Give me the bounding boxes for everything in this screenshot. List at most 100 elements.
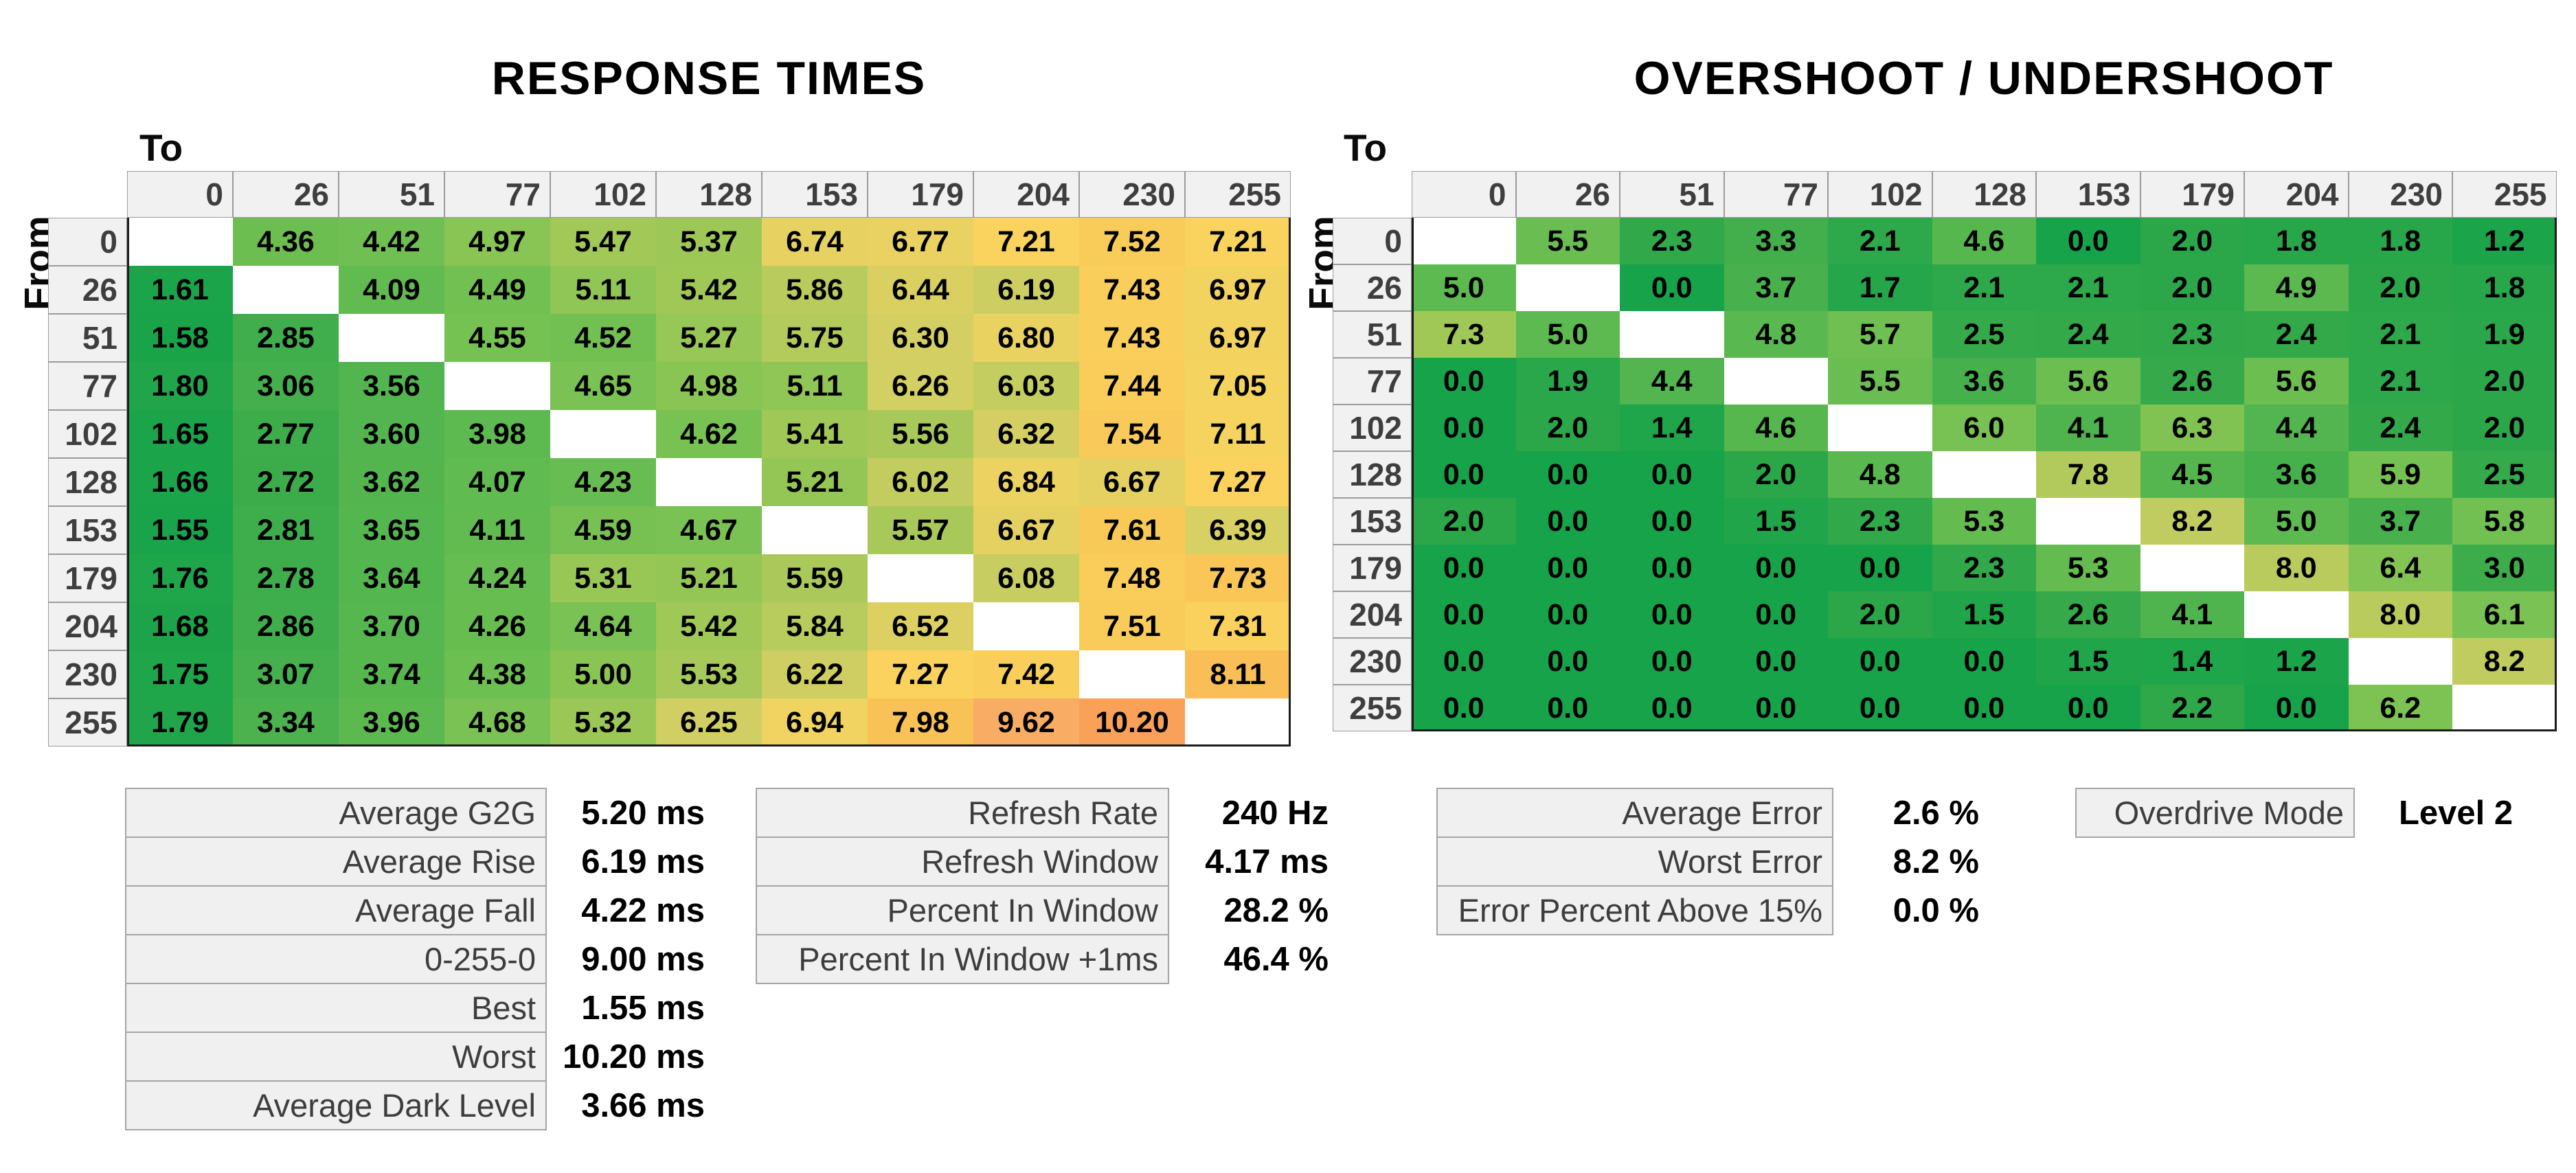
response-to-axis-label: To xyxy=(139,126,183,169)
heatmap-cell: 1.65 xyxy=(127,410,233,458)
heatmap-cell: 6.97 xyxy=(1185,266,1291,314)
heatmap-cell: 1.9 xyxy=(1515,358,1620,405)
heatmap-cell: 5.86 xyxy=(762,266,868,314)
stat-row: Percent In Window +1ms 46.4 % xyxy=(756,934,1329,984)
heatmap-cell: 0.0 xyxy=(1515,591,1620,638)
heatmap-cell: 3.98 xyxy=(444,410,550,458)
heatmap-cell: 3.74 xyxy=(339,650,444,698)
heatmap-cell: 4.23 xyxy=(550,458,656,506)
heatmap-cell: 2.0 xyxy=(1828,591,1932,638)
heatmap-cell: 4.36 xyxy=(233,218,339,266)
heatmap-cell: 2.5 xyxy=(2452,451,2557,498)
stat-row: Average Rise 6.19 ms xyxy=(125,836,705,887)
col-header: 255 xyxy=(1185,171,1291,218)
heatmap-cell: 4.52 xyxy=(550,314,656,362)
heatmap-cell: 2.4 xyxy=(2244,311,2349,358)
heatmap-cell: 6.30 xyxy=(868,314,973,362)
heatmap-cell: 0.0 xyxy=(1412,451,1516,498)
col-header: 230 xyxy=(2348,171,2452,218)
heatmap-cell: 5.42 xyxy=(656,266,762,314)
heatmap-cell: 3.70 xyxy=(339,602,444,650)
col-header: 77 xyxy=(444,171,550,218)
stat-value: 1.55 ms xyxy=(581,989,705,1027)
stat-value: 0.0 % xyxy=(1893,891,1979,929)
heatmap-cell: 5.6 xyxy=(2036,358,2140,405)
heatmap-cell: 4.49 xyxy=(444,266,550,314)
heatmap-cell: 1.5 xyxy=(1724,498,1828,545)
row-header: 179 xyxy=(1333,545,1412,591)
heatmap-cell: 6.08 xyxy=(973,554,1079,602)
heatmap-cell: 7.21 xyxy=(973,218,1079,266)
overshoot-title: OVERSHOOT / UNDERSHOOT xyxy=(1634,52,2334,104)
heatmap-cell: 2.1 xyxy=(1932,264,2036,311)
heatmap-cell: 7.43 xyxy=(1079,314,1185,362)
heatmap-cell: 5.00 xyxy=(550,650,656,698)
heatmap-cell: 7.11 xyxy=(1185,410,1291,458)
heatmap-cell: 2.78 xyxy=(233,554,339,602)
heatmap-cell: 2.1 xyxy=(2348,358,2452,405)
heatmap-cell: 1.8 xyxy=(2244,218,2349,264)
heatmap-cell xyxy=(2348,638,2452,685)
heatmap-cell: 5.41 xyxy=(762,410,868,458)
heatmap-cell: 0.0 xyxy=(1724,545,1828,591)
heatmap-cell: 2.72 xyxy=(233,458,339,506)
heatmap-cell: 4.8 xyxy=(1828,451,1932,498)
heatmap-cell: 6.77 xyxy=(868,218,973,266)
stat-row: Average G2G 5.20 ms xyxy=(125,788,705,838)
heatmap-cell: 5.75 xyxy=(762,314,868,362)
stat-label: 0-255-0 xyxy=(125,934,547,984)
stat-label: Refresh Rate xyxy=(756,788,1169,838)
heatmap-cell: 7.48 xyxy=(1079,554,1185,602)
row-header: 51 xyxy=(1333,311,1412,358)
col-header: 26 xyxy=(1515,171,1620,218)
stat-row: Refresh Rate 240 Hz xyxy=(756,788,1329,838)
row-header: 102 xyxy=(1333,405,1412,451)
heatmap-cell: 2.0 xyxy=(2348,264,2452,311)
heatmap-cell: 7.54 xyxy=(1079,410,1185,458)
heatmap-cell: 0.0 xyxy=(2036,685,2140,731)
heatmap-cell: 5.3 xyxy=(1932,498,2036,545)
row-header: 179 xyxy=(48,554,127,602)
heatmap-cell: 4.97 xyxy=(444,218,550,266)
heatmap-cell: 8.0 xyxy=(2348,591,2452,638)
heatmap-cell: 3.0 xyxy=(2452,545,2557,591)
heatmap-cell: 0.0 xyxy=(2244,685,2349,731)
heatmap-cell: 3.60 xyxy=(339,410,444,458)
col-header: 0 xyxy=(127,171,233,218)
stat-value: 2.6 % xyxy=(1893,794,1979,832)
stat-value: 9.00 ms xyxy=(581,940,705,978)
overdrive-mode-stat: Overdrive Mode Level 2 xyxy=(2075,788,2561,838)
heatmap-cell: 3.7 xyxy=(1724,264,1828,311)
heatmap-cell: 2.2 xyxy=(2140,685,2244,731)
heatmap-cell: 2.3 xyxy=(1828,498,1932,545)
row-header: 230 xyxy=(1333,638,1412,685)
heatmap-cell: 7.8 xyxy=(2036,451,2140,498)
heatmap-cell xyxy=(656,458,762,506)
heatmap-cell: 5.0 xyxy=(2244,498,2349,545)
heatmap-cell: 6.26 xyxy=(868,362,973,410)
heatmap-cell: 8.0 xyxy=(2244,545,2349,591)
heatmap-cell xyxy=(973,602,1079,650)
heatmap-cell: 1.2 xyxy=(2452,218,2557,264)
response-times-title: RESPONSE TIMES xyxy=(491,52,927,104)
heatmap-cell: 4.59 xyxy=(550,506,656,554)
heatmap-cell xyxy=(550,410,656,458)
heatmap-cell: 5.57 xyxy=(868,506,973,554)
heatmap-cell: 7.44 xyxy=(1079,362,1185,410)
col-header: 179 xyxy=(868,171,973,218)
stat-row: Average Dark Level 3.66 ms xyxy=(125,1080,705,1130)
heatmap-cell: 5.27 xyxy=(656,314,762,362)
heatmap-cell: 4.64 xyxy=(550,602,656,650)
stat-value: 4.22 ms xyxy=(581,891,705,929)
col-header: 128 xyxy=(1932,171,2036,218)
heatmap-cell xyxy=(1079,650,1185,698)
heatmap-cell: 6.19 xyxy=(973,266,1079,314)
stat-label: Average Fall xyxy=(125,885,547,935)
heatmap-cell: 2.85 xyxy=(233,314,339,362)
heatmap-cell: 1.79 xyxy=(127,698,233,747)
heatmap-cell: 1.66 xyxy=(127,458,233,506)
col-header: 102 xyxy=(1828,171,1932,218)
heatmap-cell: 6.0 xyxy=(1932,405,2036,451)
heatmap-cell: 6.3 xyxy=(2140,405,2244,451)
heatmap-cell: 0.0 xyxy=(1412,638,1516,685)
